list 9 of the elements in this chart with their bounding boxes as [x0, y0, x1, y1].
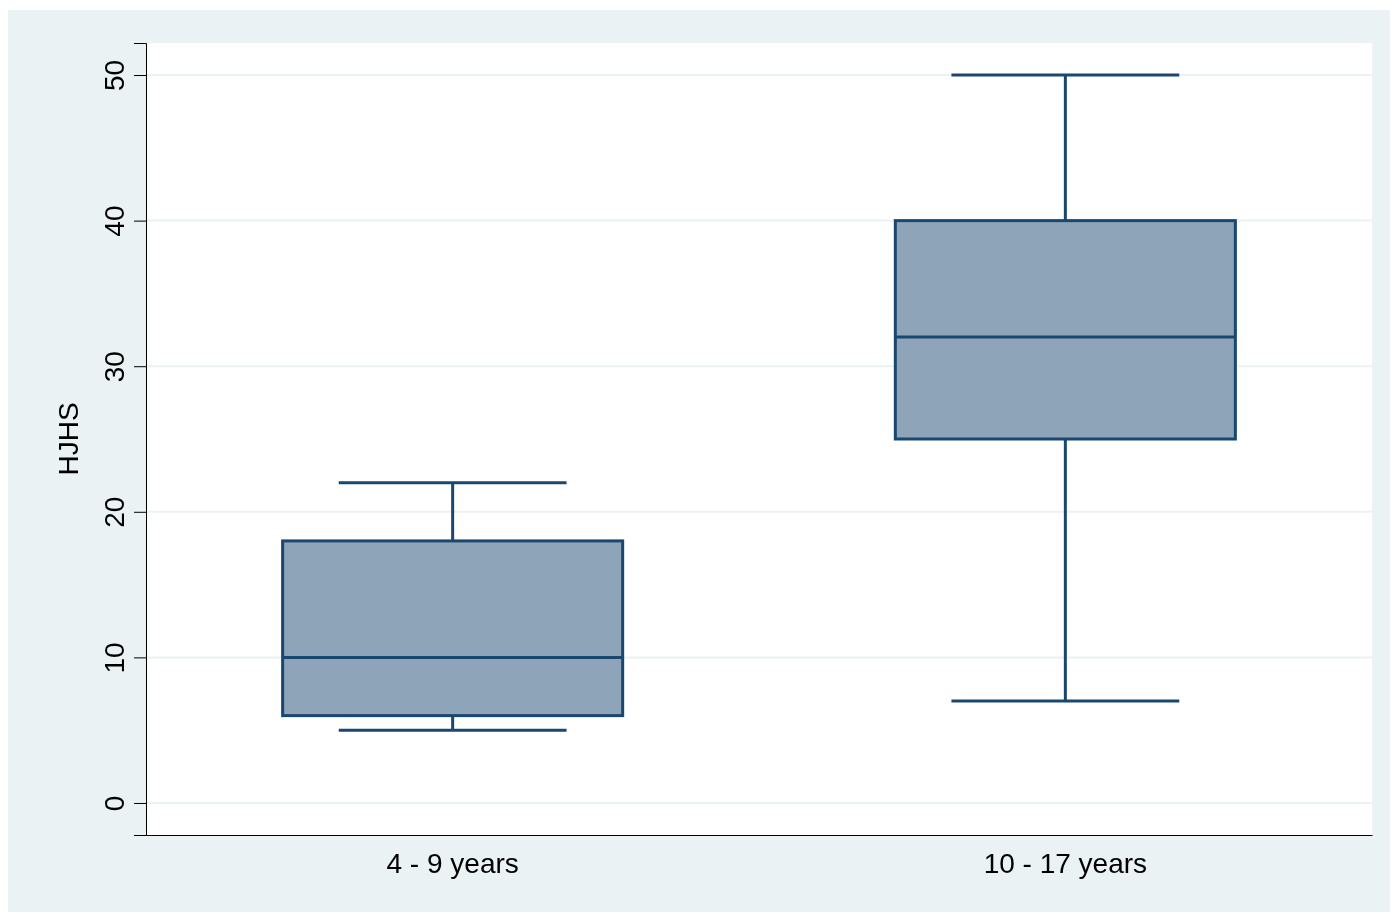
- x-tick-label: 4 - 9 years: [386, 847, 519, 879]
- y-tick-label: 0: [99, 795, 130, 812]
- y-tick-label: 30: [99, 351, 130, 383]
- y-tick-label: 20: [99, 496, 130, 528]
- x-tick-label: 10 - 17 years: [983, 847, 1148, 879]
- y-axis-title: HJHS: [53, 402, 84, 476]
- y-tick-label: 40: [99, 205, 130, 237]
- y-tick-label: 10: [99, 642, 130, 674]
- y-tick-label: 50: [99, 59, 130, 92]
